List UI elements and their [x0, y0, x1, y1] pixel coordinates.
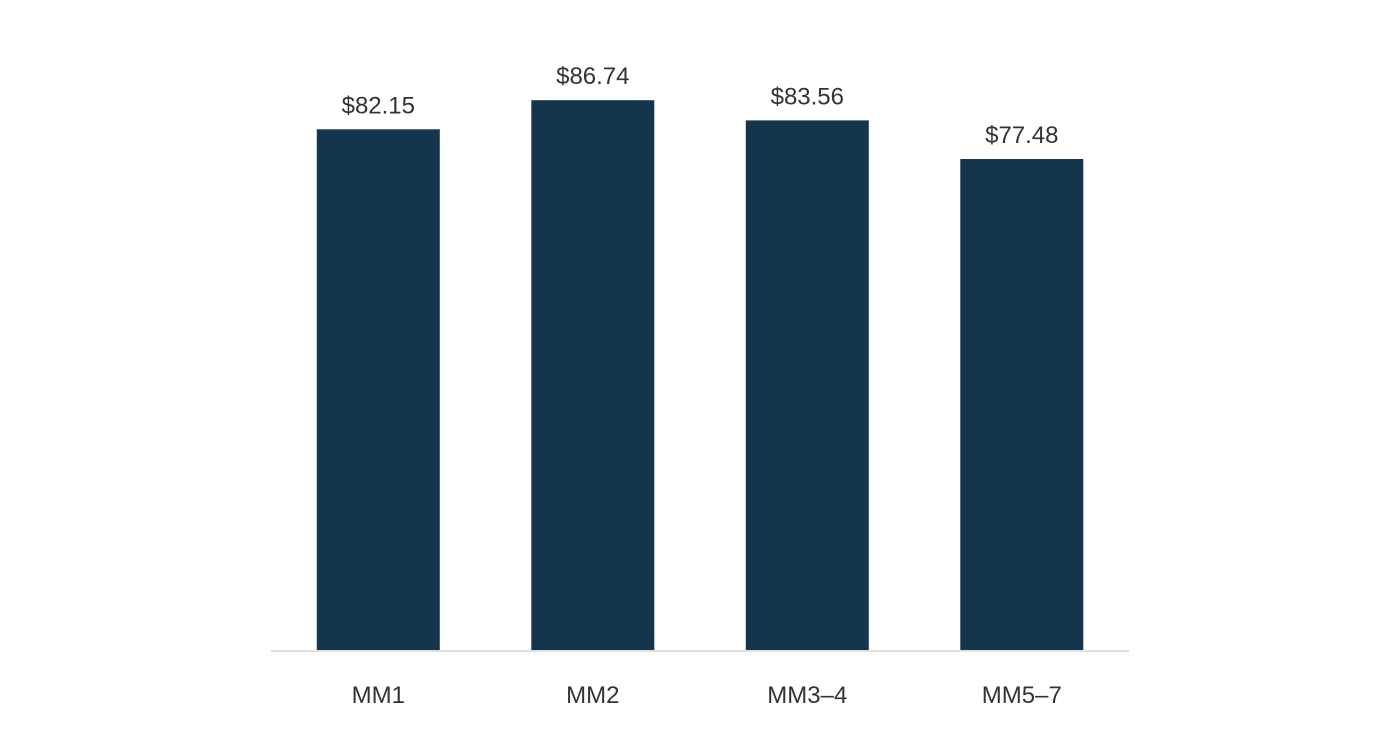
- bars-layer: [316, 100, 1084, 652]
- x-tick-label-0: MM1: [352, 682, 405, 709]
- x-tick-label-3: MM5–7: [982, 682, 1062, 709]
- data-label-0: $82.15: [342, 92, 415, 119]
- bar-3: [960, 159, 1084, 651]
- data-label-1: $86.74: [556, 63, 629, 90]
- data-label-3: $77.48: [985, 122, 1058, 149]
- bar-1: [531, 100, 655, 651]
- x-tick-label-1: MM2: [566, 682, 619, 709]
- bar-2: [745, 120, 869, 651]
- data-labels-layer: $82.15 $86.74 $83.56 $77.48: [342, 63, 1059, 149]
- bar-0: [316, 129, 440, 652]
- data-label-2: $83.56: [771, 83, 844, 110]
- x-tick-label-2: MM3–4: [767, 682, 847, 709]
- x-tick-labels-layer: MM1 MM2 MM3–4 MM5–7: [352, 682, 1062, 709]
